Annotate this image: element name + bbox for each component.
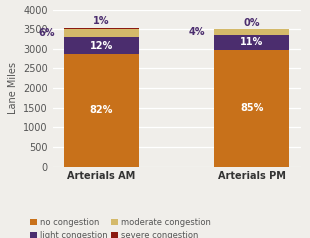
Bar [64,28,139,29]
Bar [214,50,290,167]
Text: 82%: 82% [90,105,113,115]
Bar [64,54,139,167]
Legend: no congestion, light congestion, moderate congestion, severe congestion: no congestion, light congestion, moderat… [27,215,214,238]
Bar [64,29,139,37]
Text: 6%: 6% [38,28,55,38]
Text: 4%: 4% [189,27,205,37]
Bar [214,35,290,50]
Bar [214,29,290,35]
Y-axis label: Lane Miles: Lane Miles [7,62,18,114]
Text: 1%: 1% [93,16,110,26]
Text: 11%: 11% [240,37,264,47]
Text: 12%: 12% [90,41,113,51]
Bar [64,37,139,54]
Text: 0%: 0% [244,18,260,28]
Text: 85%: 85% [240,103,264,113]
